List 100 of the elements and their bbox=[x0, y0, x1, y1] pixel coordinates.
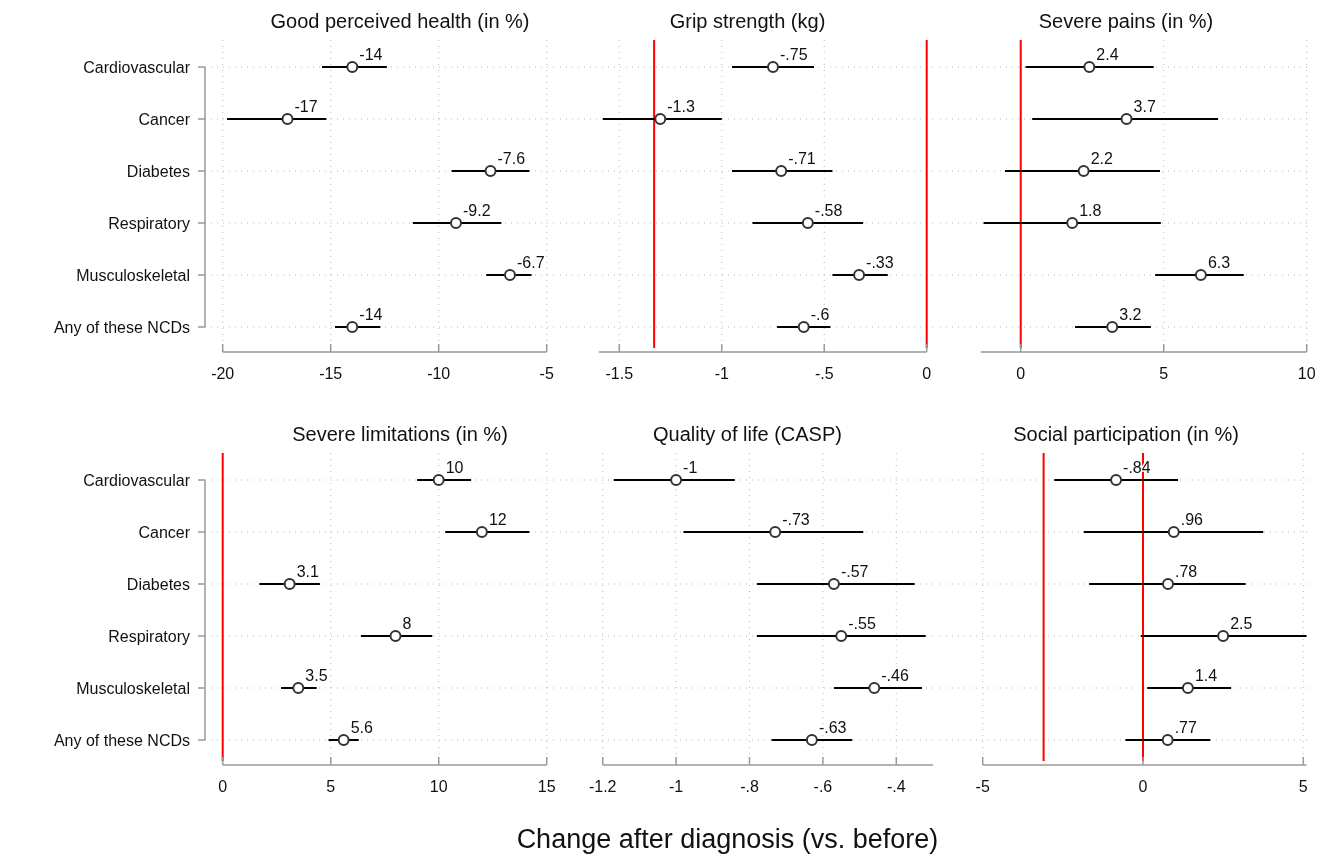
y-tick-label: Cancer bbox=[138, 111, 191, 128]
data-label: 2.5 bbox=[1230, 615, 1253, 632]
y-tick-label: Respiratory bbox=[108, 628, 190, 645]
data-label: -.75 bbox=[780, 46, 808, 63]
x-tick-label: -.6 bbox=[813, 778, 833, 795]
x-tick-label: -10 bbox=[427, 365, 451, 382]
chart-title: Social participation (in %) bbox=[1013, 423, 1239, 445]
point bbox=[1181, 682, 1194, 694]
point bbox=[346, 321, 359, 333]
point bbox=[346, 61, 359, 73]
x-tick-label: -1 bbox=[668, 778, 684, 795]
point bbox=[484, 165, 497, 177]
chart-title: Severe limitations (in %) bbox=[292, 423, 508, 445]
point bbox=[1066, 217, 1079, 229]
x-tick-label: 0 bbox=[1138, 778, 1148, 795]
x-tick-label: -.8 bbox=[740, 778, 759, 795]
x-tick-label: -20 bbox=[211, 365, 235, 382]
data-label: 12 bbox=[488, 511, 507, 528]
data-label: 3.7 bbox=[1133, 98, 1156, 115]
point bbox=[1167, 526, 1180, 538]
point bbox=[1120, 113, 1133, 125]
data-label: 3.1 bbox=[296, 563, 319, 580]
point bbox=[389, 630, 402, 642]
x-tick-label: -1 bbox=[714, 365, 729, 382]
x-tick-label: -5 bbox=[975, 778, 990, 795]
y-tick-label: Diabetes bbox=[126, 163, 190, 180]
data-label: 2.4 bbox=[1096, 46, 1119, 63]
point bbox=[1110, 474, 1123, 486]
point bbox=[1162, 578, 1174, 590]
point bbox=[281, 113, 294, 125]
y-tick-label: Diabetes bbox=[126, 576, 190, 593]
chart-title: Grip strength (kg) bbox=[669, 10, 826, 32]
y-tick-label: Respiratory bbox=[108, 215, 190, 232]
y-tick-label: Cardiovascular bbox=[83, 472, 191, 489]
point bbox=[853, 269, 866, 281]
data-label: -.58 bbox=[814, 202, 843, 219]
data-label: 5.6 bbox=[350, 719, 373, 736]
y-tick-label: Any of these NCDs bbox=[53, 732, 190, 749]
data-label: .78 bbox=[1175, 563, 1198, 580]
x-tick-label: 10 bbox=[1297, 365, 1316, 382]
data-label: -7.6 bbox=[497, 150, 526, 167]
point bbox=[654, 113, 667, 125]
x-tick-label: 10 bbox=[429, 778, 448, 795]
data-label: -14 bbox=[359, 306, 383, 323]
point bbox=[292, 682, 305, 694]
point bbox=[1194, 269, 1207, 281]
data-label: -.46 bbox=[881, 667, 909, 684]
point bbox=[805, 734, 818, 746]
data-label: .77 bbox=[1174, 719, 1198, 736]
point bbox=[475, 526, 488, 538]
data-label: -.73 bbox=[782, 511, 810, 528]
data-label: 1.4 bbox=[1194, 667, 1218, 684]
data-label: -1 bbox=[683, 459, 698, 476]
x-tick-label: 15 bbox=[537, 778, 556, 795]
data-label: 8 bbox=[402, 615, 412, 632]
point bbox=[827, 578, 840, 590]
data-label: 6.3 bbox=[1207, 254, 1231, 271]
point bbox=[337, 734, 350, 746]
point bbox=[868, 682, 881, 694]
x-tick-label: 0 bbox=[218, 778, 228, 795]
data-label: -.63 bbox=[818, 719, 847, 736]
x-tick-label: 0 bbox=[922, 365, 932, 382]
x-tick-label: 0 bbox=[1016, 365, 1026, 382]
chart-title: Quality of life (CASP) bbox=[653, 423, 842, 445]
x-tick-label: -.4 bbox=[886, 778, 906, 795]
point bbox=[503, 269, 516, 281]
point bbox=[670, 474, 683, 486]
data-label: -1.3 bbox=[667, 98, 695, 115]
point bbox=[1106, 321, 1119, 333]
x-tick-label: 5 bbox=[326, 778, 336, 795]
data-label: -9.2 bbox=[462, 202, 491, 219]
chart-title: Severe pains (in %) bbox=[1038, 10, 1214, 32]
x-tick-label: -1.5 bbox=[605, 365, 634, 382]
data-label: 2.2 bbox=[1090, 150, 1113, 167]
data-label: 1.8 bbox=[1079, 202, 1102, 219]
chart-title: Good perceived health (in %) bbox=[270, 10, 530, 32]
x-tick-label: -5 bbox=[539, 365, 554, 382]
x-tick-label: -1.2 bbox=[588, 778, 617, 795]
point bbox=[801, 217, 814, 229]
point bbox=[797, 321, 810, 333]
data-label: -.55 bbox=[848, 615, 876, 632]
x-tick-label: -15 bbox=[319, 365, 343, 382]
y-tick-label: Musculoskeletal bbox=[76, 680, 190, 697]
point bbox=[835, 630, 848, 642]
data-label: 10 bbox=[445, 459, 464, 476]
data-label: -14 bbox=[359, 46, 383, 63]
data-label: -.71 bbox=[788, 150, 816, 167]
data-label: 3.2 bbox=[1119, 306, 1142, 323]
point bbox=[432, 474, 445, 486]
point bbox=[1161, 734, 1174, 746]
data-label: -.57 bbox=[840, 563, 869, 580]
y-tick-label: Cardiovascular bbox=[83, 59, 191, 76]
y-tick-label: Cancer bbox=[138, 524, 191, 541]
point bbox=[449, 217, 462, 229]
point bbox=[769, 526, 782, 538]
y-tick-label: Any of these NCDs bbox=[53, 319, 190, 336]
point bbox=[1217, 630, 1230, 642]
x-tick-label: 5 bbox=[1298, 778, 1308, 795]
data-label: -17 bbox=[294, 98, 318, 115]
x-tick-label: -.5 bbox=[814, 365, 834, 382]
